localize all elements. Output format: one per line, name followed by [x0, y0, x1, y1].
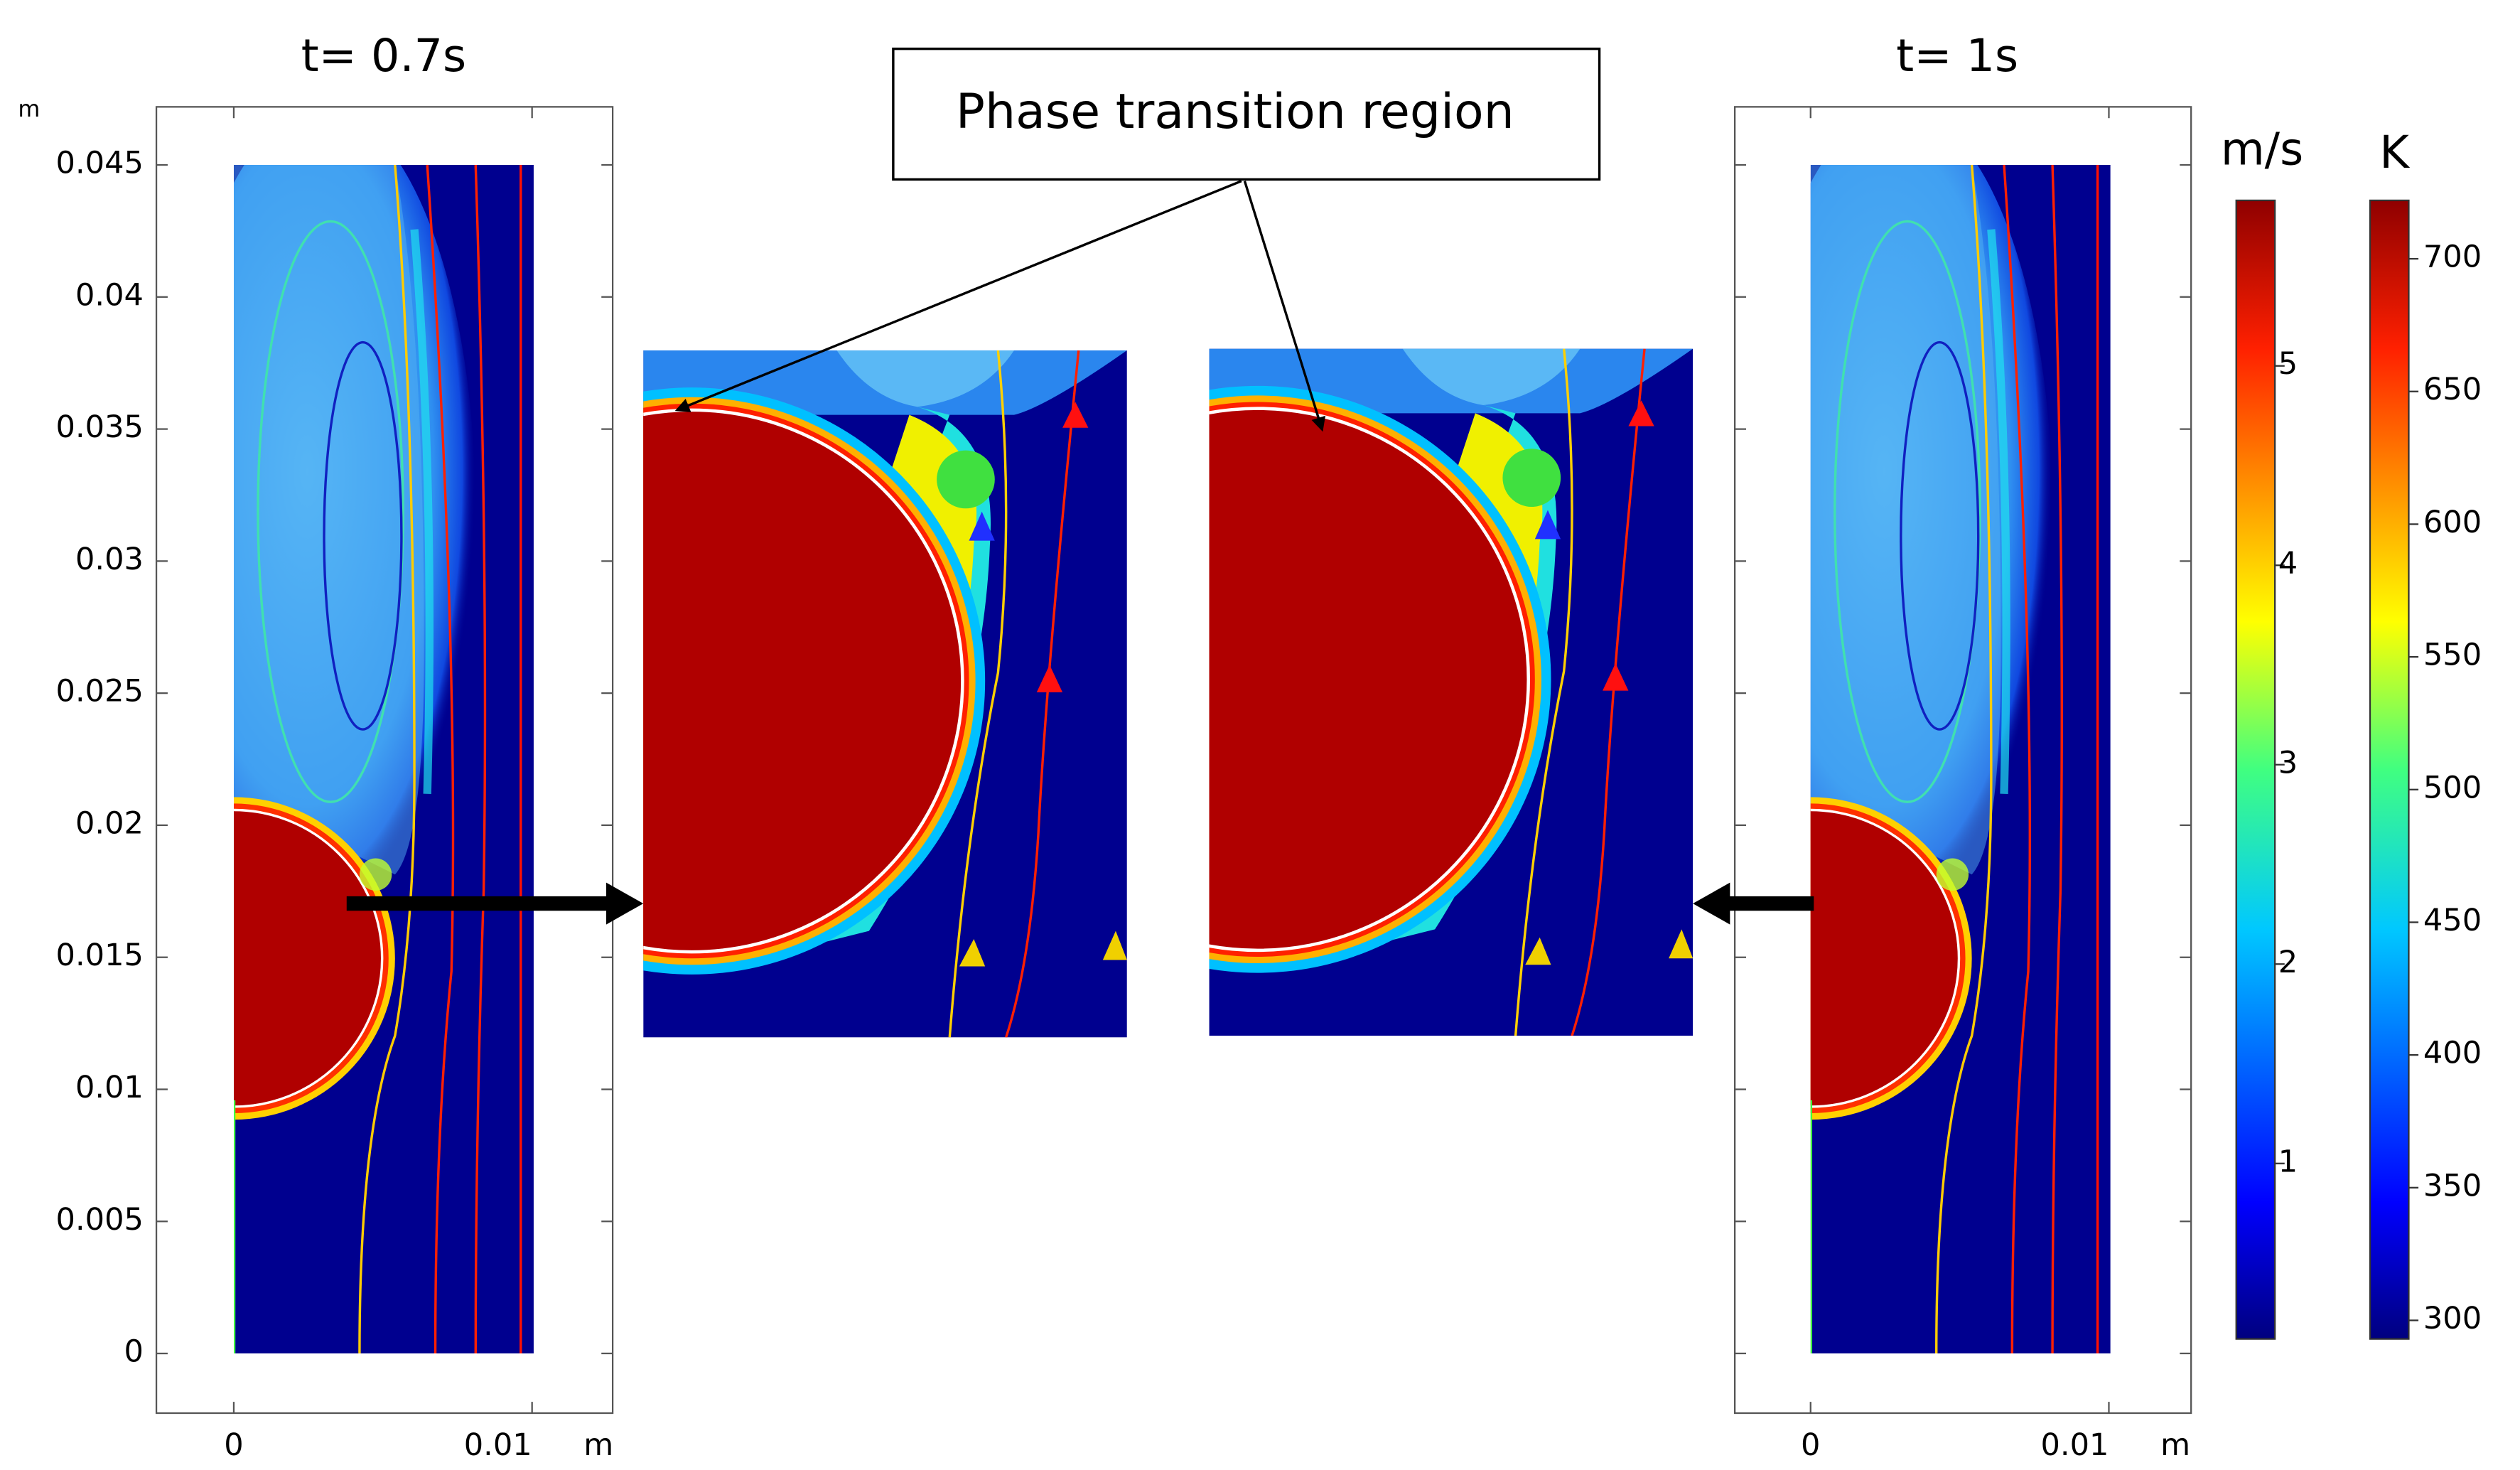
colorbar-tick-label: 450: [2423, 903, 2482, 938]
colorbar-tick-label: 5: [2278, 346, 2298, 382]
y-tick-label: 0.015: [56, 938, 144, 973]
x-tick-label: 0: [1801, 1427, 1820, 1463]
y-tick-label: 0.025: [56, 674, 144, 709]
colorbar-tick-label: 350: [2423, 1168, 2482, 1203]
callout-text: Phase transition region: [956, 84, 1514, 140]
colorbar-tick-label: 300: [2423, 1301, 2482, 1336]
panel-frame: [1734, 106, 2192, 1415]
colorbar-tick-label: 700: [2423, 240, 2482, 275]
y-tick-label: 0.01: [75, 1070, 144, 1105]
y-tick-label: 0.04: [75, 277, 144, 313]
colorbar-tick-label: 4: [2278, 546, 2298, 581]
colorbar: [2235, 199, 2276, 1340]
colorbar-title: m/s: [2221, 122, 2303, 175]
y-tick-label: 0.03: [75, 542, 144, 577]
x-tick-label: 0.01: [464, 1427, 532, 1463]
y-tick-label: 0.005: [56, 1202, 144, 1238]
colorbar: [2369, 199, 2410, 1340]
axis-unit: m: [18, 97, 40, 122]
zoom-arrow-head: [606, 882, 644, 925]
panel-title: t= 0.7s: [301, 29, 466, 82]
callout-pointer: [1243, 181, 1326, 432]
y-tick-label: 0.035: [56, 409, 144, 445]
zoom-arrow-head: [1693, 882, 1730, 925]
colorbar-tick-label: 600: [2423, 505, 2482, 540]
x-tick-label: 0.01: [2041, 1427, 2109, 1463]
y-tick-label: 0: [124, 1334, 143, 1370]
callout-box: [892, 47, 1601, 181]
panel-frame: [155, 106, 614, 1415]
callout-pointer: [674, 180, 1242, 412]
velocity-field: [1649, 109, 2111, 1353]
axis-unit: m: [2160, 1427, 2190, 1463]
colorbar-tick-label: 2: [2278, 945, 2298, 980]
colorbar-title: K: [2379, 126, 2410, 178]
colorbar-tick-label: 550: [2423, 638, 2482, 673]
panel-title: t= 1s: [1896, 29, 2018, 82]
colorbar-tick-label: 500: [2423, 770, 2482, 805]
axis-unit: m: [583, 1427, 613, 1463]
colorbar-tick-label: 400: [2423, 1036, 2482, 1071]
x-tick-label: 0: [224, 1427, 243, 1463]
colorbar-tick-label: 3: [2278, 745, 2298, 780]
colorbar-tick-label: 1: [2278, 1144, 2298, 1179]
y-tick-label: 0.02: [75, 805, 144, 841]
colorbar-tick-label: 650: [2423, 372, 2482, 407]
y-tick-label: 0.045: [56, 146, 144, 181]
